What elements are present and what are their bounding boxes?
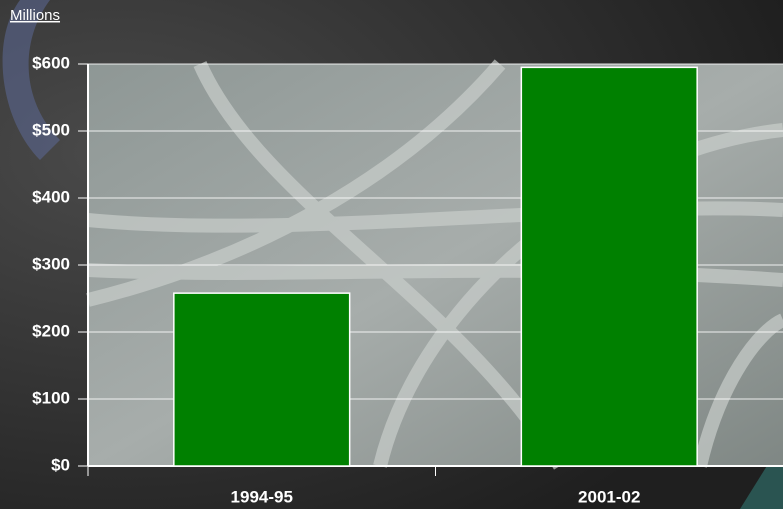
bar — [173, 292, 351, 467]
x-tick-label: 2001-02 — [578, 487, 640, 506]
y-axis-label: Millions — [10, 7, 60, 24]
y-tick-label: $500 — [32, 120, 70, 139]
bar — [520, 66, 698, 467]
y-tick-label: $0 — [51, 455, 70, 474]
decoration — [2, 0, 60, 160]
x-tick-label: 1994-95 — [231, 487, 293, 506]
y-tick-label: $100 — [32, 388, 70, 407]
y-tick-label: $300 — [32, 254, 70, 273]
y-tick-label: $600 — [32, 53, 70, 72]
y-tick-label: $200 — [32, 321, 70, 340]
y-tick-label: $400 — [32, 187, 70, 206]
